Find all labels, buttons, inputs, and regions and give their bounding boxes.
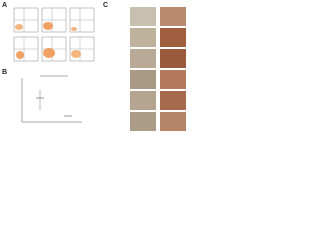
flow-plot xyxy=(69,36,95,62)
flow-plot xyxy=(69,7,95,33)
ihc-grid xyxy=(130,7,186,131)
scatter-panel xyxy=(21,75,82,123)
flow-plot xyxy=(13,7,39,33)
flow-plot xyxy=(41,7,67,33)
panel-label: B xyxy=(2,69,7,76)
flow-plot xyxy=(41,36,67,62)
figure: A B C xyxy=(2,2,186,131)
panel-label: C xyxy=(103,2,108,9)
panel-label: A xyxy=(2,2,7,9)
flow-plot xyxy=(13,36,39,62)
flow-plots xyxy=(13,7,95,62)
